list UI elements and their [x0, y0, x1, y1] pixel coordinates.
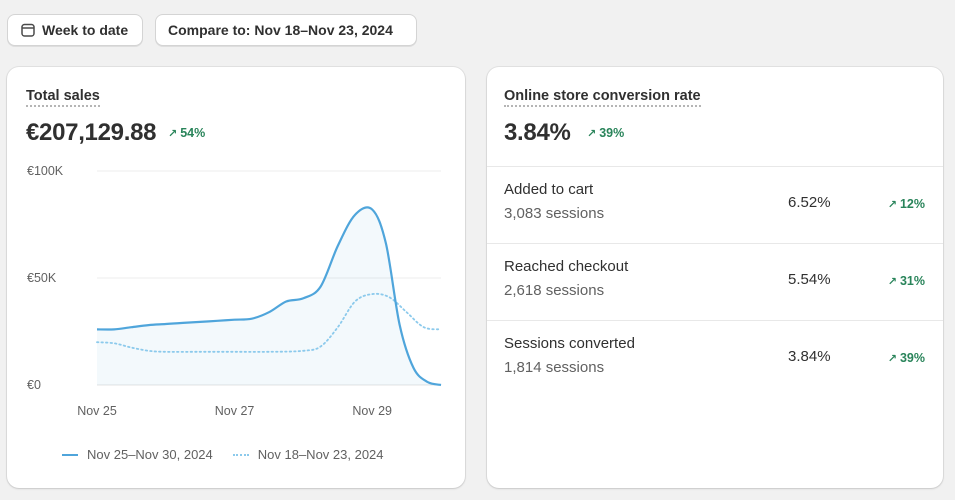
total-sales-value: €207,129.88 — [26, 119, 157, 146]
y-tick-label: €100K — [27, 164, 64, 178]
y-tick-label: €50K — [27, 271, 57, 285]
conversion-rate-title[interactable]: Online store conversion rate — [504, 88, 701, 107]
total-sales-delta: ↗ 54% — [168, 126, 205, 140]
arrow-up-right-icon: ↗ — [587, 127, 597, 140]
funnel-row-sessions: 1,814 sessions — [504, 359, 605, 376]
total-sales-chart: €100K €50K €0 Nov 25 Nov 27 Nov 29 — [27, 164, 442, 418]
total-sales-delta-value: 54% — [180, 126, 206, 140]
legend-label-current: Nov 25–Nov 30, 2024 — [87, 447, 213, 462]
funnel-row-delta-value: 12% — [899, 197, 925, 211]
funnel-row-delta: ↗ 31% — [888, 274, 925, 288]
funnel-row-sessions-converted: Sessions converted 1,814 sessions 3.84% … — [487, 320, 943, 397]
legend-swatch-solid — [62, 453, 78, 456]
date-range-button[interactable]: Week to date — [7, 14, 143, 46]
funnel-row-rate: 5.54% — [788, 271, 831, 288]
x-tick-label: Nov 25 — [77, 404, 117, 418]
legend-swatch-dotted — [232, 453, 249, 456]
conversion-rate-delta-value: 39% — [599, 126, 625, 140]
x-tick-label: Nov 29 — [352, 404, 392, 418]
funnel-row-rate: 6.52% — [788, 194, 831, 211]
current-series-area — [97, 207, 441, 385]
funnel-row-label: Reached checkout — [504, 258, 629, 275]
legend-item-current[interactable]: Nov 25–Nov 30, 2024 — [62, 447, 213, 462]
conversion-rate-card: Online store conversion rate 3.84% ↗ 39%… — [487, 67, 943, 488]
arrow-up-right-icon: ↗ — [168, 127, 178, 140]
arrow-up-right-icon: ↗ — [887, 352, 897, 365]
funnel-row-label: Sessions converted — [504, 335, 635, 352]
chart-legend: Nov 25–Nov 30, 2024 Nov 18–Nov 23, 2024 — [62, 447, 404, 462]
x-tick-label: Nov 27 — [215, 404, 255, 418]
total-sales-title[interactable]: Total sales — [26, 88, 100, 107]
compare-button[interactable]: Compare to: Nov 18–Nov 23, 2024 — [155, 14, 417, 46]
funnel-row-added-to-cart: Added to cart 3,083 sessions 6.52% ↗ 12% — [487, 166, 943, 243]
calendar-icon — [20, 22, 36, 38]
legend-label-previous: Nov 18–Nov 23, 2024 — [257, 447, 384, 462]
legend-item-previous[interactable]: Nov 18–Nov 23, 2024 — [232, 447, 384, 462]
funnel-row-sessions: 2,618 sessions — [504, 282, 605, 299]
funnel-row-rate: 3.84% — [788, 348, 831, 365]
current-series-line — [96, 206, 442, 387]
funnel-row-delta: ↗ 12% — [888, 197, 925, 211]
conversion-rate-value: 3.84% — [504, 119, 571, 146]
date-range-label: Week to date — [42, 22, 129, 38]
total-sales-card: Total sales €207,129.88 ↗ 54% €100K €50K €… — [7, 67, 465, 488]
arrow-up-right-icon: ↗ — [887, 198, 897, 211]
funnel-row-delta: ↗ 39% — [888, 351, 925, 365]
funnel-row-label: Added to cart — [504, 181, 594, 198]
funnel-row-sessions: 3,083 sessions — [504, 205, 605, 222]
conversion-rate-delta: ↗ 39% — [587, 126, 624, 140]
funnel-row-reached-checkout: Reached checkout 2,618 sessions 5.54% ↗ … — [487, 243, 943, 320]
funnel-row-delta-value: 39% — [899, 351, 925, 365]
y-tick-label: €0 — [27, 378, 41, 392]
arrow-up-right-icon: ↗ — [887, 275, 897, 288]
compare-label: Compare to: Nov 18–Nov 23, 2024 — [168, 22, 393, 38]
funnel-row-delta-value: 31% — [899, 274, 925, 288]
